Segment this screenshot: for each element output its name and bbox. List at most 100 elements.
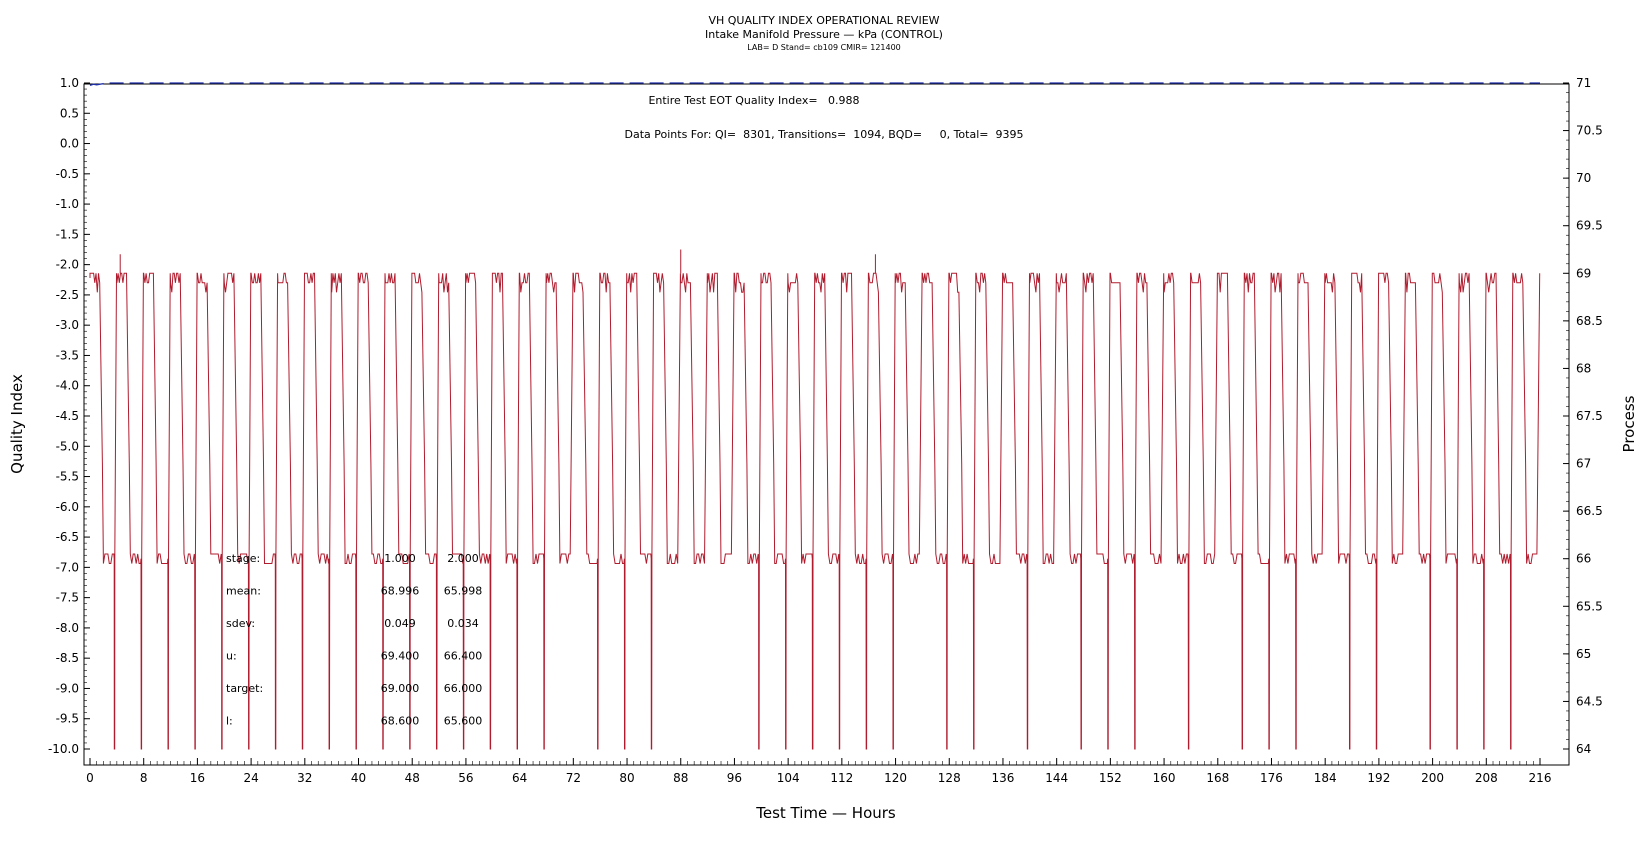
left-tick-label: -8.5 xyxy=(56,651,79,665)
bottom-tick-label: 176 xyxy=(1260,771,1283,785)
bottom-tick-label: 120 xyxy=(884,771,907,785)
chart-title: VH QUALITY INDEX OPERATIONAL REVIEW xyxy=(708,14,939,27)
bottom-tick-label: 200 xyxy=(1421,771,1444,785)
left-tick-label: -8.0 xyxy=(56,621,79,635)
process-line xyxy=(89,272,1541,750)
bottom-tick-label: 32 xyxy=(297,771,312,785)
right-tick-label: 68 xyxy=(1576,361,1591,375)
left-tick-label: -7.0 xyxy=(56,560,79,574)
stats-row-label: sdev: xyxy=(226,617,255,630)
bottom-tick-label: 184 xyxy=(1314,771,1337,785)
left-tick-label: -4.0 xyxy=(56,379,79,393)
stats-row-label: u: xyxy=(226,650,237,663)
stats-table: stage: 1.000 2.000 mean: 68.996 65.998 sdev: 0.… xyxy=(226,552,482,728)
bottom-tick-label: 160 xyxy=(1153,771,1176,785)
left-tick-label: 0.5 xyxy=(60,106,79,120)
bottom-tick-label: 24 xyxy=(243,771,258,785)
right-tick-label: 67 xyxy=(1576,457,1591,471)
stats-stage1-value: 68.996 xyxy=(381,585,420,598)
right-tick-label: 67.5 xyxy=(1576,409,1603,423)
left-tick-label: -1.5 xyxy=(56,227,79,241)
right-tick-label: 69.5 xyxy=(1576,219,1603,233)
eot-quality-index: Entire Test EOT Quality Index= 0.988 xyxy=(648,94,859,107)
stats-row-label: target: xyxy=(226,682,263,695)
right-tick-label: 70.5 xyxy=(1576,124,1603,138)
stats-stage1-value: 1.000 xyxy=(384,552,416,565)
right-tick-label: 70 xyxy=(1576,171,1591,185)
bottom-axis-ticks: 0 8 16 24 32 40 48 56 64 72 80 88 96 104 112 120 128 136 1… xyxy=(86,758,1551,785)
bottom-tick-label: 40 xyxy=(351,771,366,785)
right-tick-label: 65 xyxy=(1576,647,1591,661)
bottom-tick-label: 104 xyxy=(777,771,800,785)
bottom-tick-label: 96 xyxy=(727,771,742,785)
stats-stage2-value: 2.000 xyxy=(447,552,479,565)
right-tick-label: 71 xyxy=(1576,76,1591,90)
bottom-tick-label: 80 xyxy=(619,771,634,785)
right-tick-label: 65.5 xyxy=(1576,599,1603,613)
left-tick-label: -1.0 xyxy=(56,197,79,211)
bottom-tick-label: 208 xyxy=(1475,771,1498,785)
bottom-tick-label: 16 xyxy=(190,771,205,785)
stats-stage2-value: 66.000 xyxy=(444,682,483,695)
stats-row-label: stage: xyxy=(226,552,260,565)
right-tick-label: 64 xyxy=(1576,742,1591,756)
bottom-tick-label: 144 xyxy=(1045,771,1068,785)
data-points-summary: Data Points For: QI= 8301, Transitions= … xyxy=(625,128,1024,141)
chart-info: LAB= D Stand= cb109 CMIR= 121400 xyxy=(747,43,901,52)
stats-stage2-value: 66.400 xyxy=(444,650,483,663)
bottom-tick-label: 136 xyxy=(992,771,1015,785)
bottom-tick-label: 216 xyxy=(1529,771,1552,785)
left-tick-label: -10.0 xyxy=(48,742,79,756)
bottom-tick-label: 88 xyxy=(673,771,688,785)
stats-stage2-value: 0.034 xyxy=(447,617,479,630)
left-tick-label: -2.5 xyxy=(56,288,79,302)
left-axis-ticks: 1.0 0.5 0.0 -0.5 -1.0 -1.5 -2.0 -2.5 -3.0 -3.5 -4.… xyxy=(48,76,90,756)
y2-axis-label: Process xyxy=(1620,395,1638,452)
left-tick-label: -7.5 xyxy=(56,591,79,605)
bottom-tick-label: 152 xyxy=(1099,771,1122,785)
bottom-tick-label: 0 xyxy=(86,771,94,785)
bottom-tick-label: 168 xyxy=(1206,771,1229,785)
left-tick-label: -4.5 xyxy=(56,409,79,423)
right-tick-label: 69 xyxy=(1576,266,1591,280)
left-tick-label: -9.0 xyxy=(56,681,79,695)
bottom-tick-label: 56 xyxy=(458,771,473,785)
left-tick-label: -6.0 xyxy=(56,500,79,514)
bottom-tick-label: 72 xyxy=(566,771,581,785)
stats-row-label: l: xyxy=(226,715,233,728)
plot-frame xyxy=(83,83,1570,766)
quality-index-line xyxy=(89,82,1540,87)
chart-subtitle: Intake Manifold Pressure — kPa (CONTROL) xyxy=(705,28,943,41)
series-layer xyxy=(89,82,1541,750)
left-tick-label: -6.5 xyxy=(56,530,79,544)
right-tick-label: 68.5 xyxy=(1576,314,1603,328)
bottom-tick-label: 128 xyxy=(938,771,961,785)
stats-stage2-value: 65.600 xyxy=(444,715,483,728)
bottom-tick-label: 8 xyxy=(140,771,148,785)
left-tick-label: 0.0 xyxy=(60,137,79,151)
right-tick-label: 64.5 xyxy=(1576,694,1603,708)
stats-stage1-value: 69.000 xyxy=(381,682,420,695)
left-tick-label: -2.0 xyxy=(56,258,79,272)
bottom-tick-label: 48 xyxy=(405,771,420,785)
left-tick-label: -5.0 xyxy=(56,439,79,453)
right-tick-label: 66 xyxy=(1576,552,1591,566)
left-tick-label: 1.0 xyxy=(60,76,79,90)
right-tick-label: 66.5 xyxy=(1576,504,1603,518)
left-tick-label: -3.0 xyxy=(56,318,79,332)
bottom-tick-label: 112 xyxy=(830,771,853,785)
stats-stage1-value: 68.600 xyxy=(381,715,420,728)
x-axis-label: Test Time — Hours xyxy=(755,804,896,822)
left-tick-label: -9.5 xyxy=(56,712,79,726)
left-tick-label: -5.5 xyxy=(56,470,79,484)
left-tick-label: -0.5 xyxy=(56,167,79,181)
y-axis-label: Quality Index xyxy=(8,374,26,474)
stats-stage1-value: 0.049 xyxy=(384,617,416,630)
right-axis-ticks: 71 70.5 70 69.5 69 68.5 68 67.5 67 66.5 66 65.5 65 64… xyxy=(1563,76,1603,756)
stats-stage2-value: 65.998 xyxy=(444,585,483,598)
bottom-tick-label: 64 xyxy=(512,771,527,785)
stats-row-label: mean: xyxy=(226,585,261,598)
bottom-tick-label: 192 xyxy=(1367,771,1390,785)
left-tick-label: -3.5 xyxy=(56,348,79,362)
